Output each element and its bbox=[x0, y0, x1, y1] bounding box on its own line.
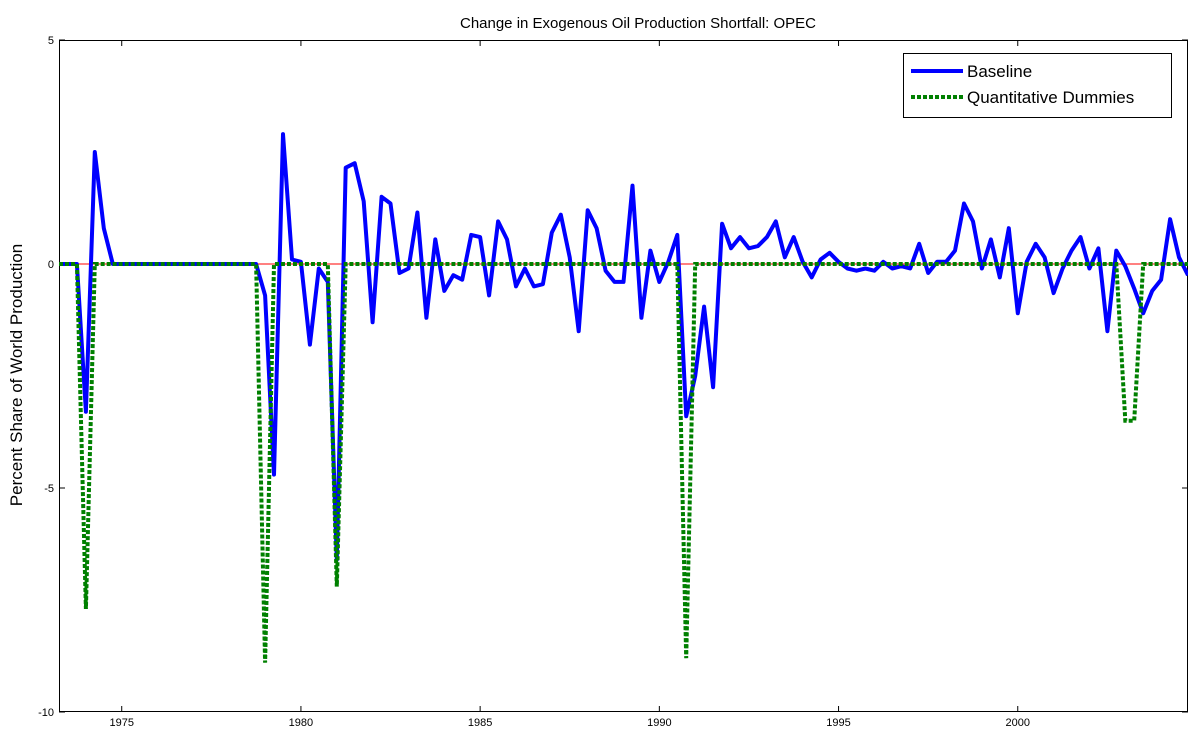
y-tick-label: -10 bbox=[38, 707, 54, 719]
series-line-quantitative-dummies bbox=[59, 262, 1188, 663]
x-tick-label: 2000 bbox=[1006, 717, 1030, 729]
y-tick-label: 0 bbox=[48, 259, 54, 271]
legend-label: Baseline bbox=[967, 62, 1032, 81]
legend-box bbox=[903, 53, 1172, 118]
chart-title: Change in Exogenous Oil Production Short… bbox=[460, 15, 816, 32]
y-tick-label: 5 bbox=[48, 35, 54, 47]
series-line-baseline bbox=[59, 132, 1188, 562]
x-tick-label: 1975 bbox=[109, 717, 133, 729]
x-tick-label: 1980 bbox=[289, 717, 313, 729]
x-tick-label: 1995 bbox=[826, 717, 850, 729]
legend-label: Quantitative Dummies bbox=[967, 88, 1134, 107]
x-tick-label: 1990 bbox=[647, 717, 671, 729]
axes-box bbox=[59, 40, 1188, 712]
series-group bbox=[59, 132, 1188, 663]
y-tick-label: -5 bbox=[44, 483, 54, 495]
y-axis-label: Percent Share of World Production bbox=[7, 244, 26, 506]
x-tick-label: 1985 bbox=[468, 717, 492, 729]
